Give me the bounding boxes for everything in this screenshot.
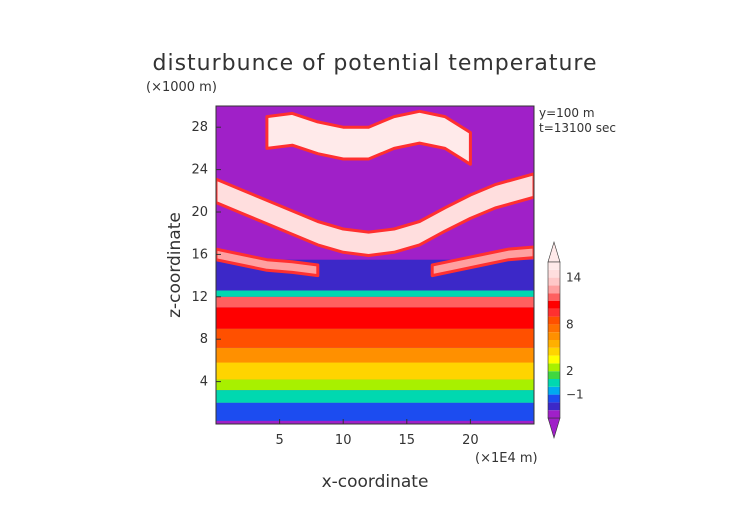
colorbar-cell-15 — [548, 293, 560, 301]
colorbar-label--1: −1 — [566, 388, 584, 402]
layer-4 — [216, 347, 534, 363]
colorbar-cell-14 — [548, 301, 560, 309]
annotation-y: y=100 m — [539, 106, 595, 120]
colorbar-cell-3 — [548, 386, 560, 395]
x-axis-label: x-coordinate — [322, 472, 429, 492]
colorbar-cell-6 — [548, 363, 560, 372]
colorbar-cell-4 — [548, 379, 560, 387]
y-tick-label-12: 12 — [191, 290, 208, 305]
y-unit-label: (×1000 m) — [146, 80, 217, 95]
colorbar-cell-11 — [548, 324, 560, 333]
colorbar: 14 8 2 −1 — [547, 240, 584, 440]
colorbar-label-8: 8 — [566, 317, 574, 331]
colorbar-cell-16 — [548, 285, 560, 294]
x-tick-group: 5 10 15 20 — [275, 419, 479, 448]
plot-frame — [215, 105, 535, 425]
colorbar-cell-2 — [548, 394, 560, 403]
chart-title: disturbunce of potential temperature — [153, 51, 598, 76]
layer-1 — [216, 390, 534, 403]
colorbar-cell-9 — [548, 340, 560, 348]
y-tick-label-16: 16 — [191, 247, 208, 262]
colorbar-cell-18 — [548, 269, 560, 278]
y-tick-label-20: 20 — [191, 205, 208, 220]
colorbar-arrow-bottom — [547, 417, 561, 440]
colorbar-cell-0 — [548, 410, 560, 418]
colorbar-label-14: 14 — [566, 271, 581, 285]
layer-3 — [216, 362, 534, 380]
y-tick-label-24: 24 — [191, 163, 208, 178]
colorbar-cell-12 — [548, 316, 560, 325]
x-unit-label: (×1E4 m) — [475, 451, 538, 466]
upper-band-group — [216, 109, 534, 278]
band-arc — [216, 172, 534, 257]
layer-group — [216, 259, 534, 421]
colorbar-cell-17 — [548, 277, 560, 286]
y-tick-group: 4 8 12 16 20 24 28 — [191, 120, 221, 390]
colorbar-cell-10 — [548, 332, 560, 340]
heatmap-field — [216, 106, 534, 424]
layer-6 — [216, 307, 534, 329]
colorbar-cell-1 — [548, 402, 560, 411]
y-tick-label-8: 8 — [200, 332, 208, 347]
x-tick-label-15: 15 — [399, 433, 416, 448]
colorbar-cell-8 — [548, 347, 560, 356]
annotation-t: t=13100 sec — [539, 121, 616, 135]
colorbar-arrow-top — [547, 240, 561, 263]
band-left-low — [216, 247, 320, 278]
layer-2 — [216, 379, 534, 391]
x-tick-label-10: 10 — [335, 433, 352, 448]
layer-5 — [216, 328, 534, 348]
layer-7 — [216, 296, 534, 308]
colorbar-cell-5 — [548, 371, 560, 379]
band-top — [265, 109, 472, 166]
colorbar-label-2: 2 — [566, 364, 574, 378]
y-tick-label-4: 4 — [200, 375, 208, 390]
band-right-low — [430, 245, 534, 278]
x-tick-label-5: 5 — [275, 433, 283, 448]
x-tick-label-20: 20 — [462, 433, 479, 448]
y-axis-label: z-coordinate — [165, 212, 185, 318]
layer-0 — [216, 402, 534, 421]
colorbar-cell-7 — [548, 355, 560, 364]
y-tick-label-28: 28 — [191, 120, 208, 135]
colorbar-cell-13 — [548, 308, 560, 317]
colorbar-cell-19 — [548, 262, 560, 270]
layer-8 — [216, 290, 534, 297]
colorbar-frame — [547, 261, 561, 419]
